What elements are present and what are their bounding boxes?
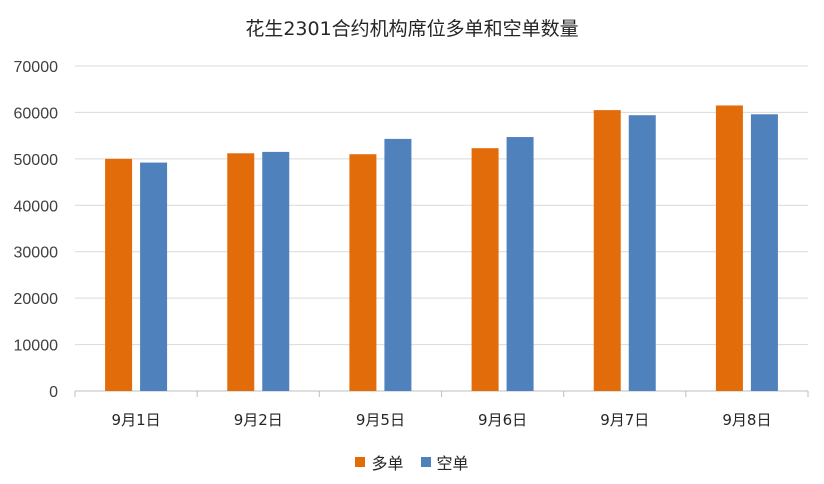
bar-long [471,148,499,391]
x-tick-label: 9月2日 [234,411,283,429]
legend-item-short: 空单 [420,450,469,474]
bar-long [349,154,377,391]
bar-short [506,137,534,391]
y-tick-label: 50000 [14,152,59,169]
bar-long [593,110,621,391]
chart-title: 花生2301合约机构席位多单和空单数量 [245,18,579,40]
bar-short [628,115,656,391]
bar-long [227,153,255,391]
x-tick-label: 9月6日 [478,411,527,429]
y-tick-label: 30000 [14,245,59,262]
y-tick-label: 10000 [14,338,59,355]
x-tick-label: 9月8日 [722,411,771,429]
y-tick-label: 40000 [14,198,59,215]
legend-swatch-long [355,457,366,467]
legend-item-long: 多单 [355,450,403,474]
y-tick-label: 70000 [14,59,59,76]
x-tick-label: 9月1日 [112,411,161,429]
x-tick-label: 9月5日 [356,411,405,429]
legend-swatch-short [420,457,431,467]
x-tick-label: 9月7日 [600,411,649,429]
bar-short [262,151,290,391]
bar-long [715,105,743,391]
y-tick-label: 60000 [14,105,59,122]
legend-label-long: 多单 [371,454,404,473]
y-tick-label: 0 [49,384,58,401]
bar-short [750,114,778,392]
bar-short [384,138,412,391]
bar-long [105,158,133,391]
legend-label-short: 空单 [436,454,469,473]
y-tick-label: 20000 [14,291,59,308]
legend: 多单 空单 [0,450,824,474]
bar-short [140,162,168,391]
